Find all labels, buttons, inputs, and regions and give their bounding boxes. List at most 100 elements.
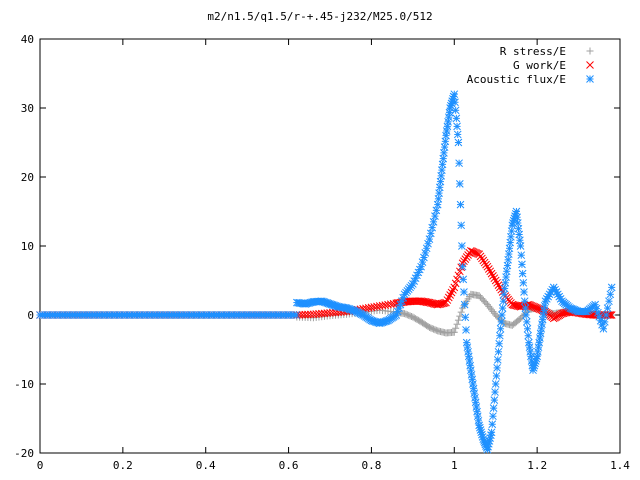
data-point	[496, 331, 504, 340]
data-point	[537, 324, 546, 333]
y-tick-label: -20	[14, 447, 34, 460]
legend-label: Acoustic flux/E	[467, 73, 566, 86]
data-point	[453, 320, 461, 328]
data-point	[516, 242, 525, 250]
series-layer	[36, 90, 616, 454]
data-point	[422, 244, 431, 253]
data-point	[529, 302, 537, 311]
data-point	[487, 431, 495, 440]
data-point	[520, 297, 529, 306]
data-point	[491, 380, 500, 388]
data-point	[440, 148, 448, 157]
x-tick-label: 0.4	[196, 459, 216, 472]
data-point	[495, 339, 504, 348]
data-point	[433, 200, 442, 209]
data-point	[594, 308, 602, 317]
data-point	[514, 224, 523, 233]
data-point	[425, 235, 434, 243]
data-point	[429, 217, 438, 226]
data-point	[489, 404, 498, 413]
data-point	[600, 318, 609, 326]
x-tick-label: 1	[451, 459, 458, 472]
data-point	[487, 269, 496, 278]
data-point	[494, 347, 503, 356]
legend-label: G work/E	[513, 59, 566, 72]
data-point	[471, 398, 480, 407]
data-point	[531, 303, 540, 312]
y-tick-label: 10	[21, 240, 34, 253]
data-point	[493, 278, 501, 287]
x-tick-label: 0	[37, 459, 44, 472]
data-point	[465, 357, 474, 365]
data-point	[526, 301, 535, 310]
data-point	[426, 229, 435, 238]
data-point	[451, 279, 460, 288]
data-point	[460, 288, 468, 296]
data-point	[451, 98, 459, 107]
data-point	[454, 316, 462, 324]
data-point	[487, 428, 496, 437]
data-point	[469, 248, 478, 256]
data-point	[473, 412, 482, 421]
data-point	[442, 127, 451, 135]
data-point	[424, 239, 432, 248]
data-point	[521, 304, 530, 312]
data-point	[607, 311, 616, 319]
data-point	[520, 288, 528, 296]
chart-title: m2/n1.5/q1.5/r-+.45-j232/M25.0/512	[207, 10, 432, 23]
data-point	[421, 249, 430, 257]
data-point	[453, 130, 462, 139]
data-point	[452, 114, 461, 123]
data-point	[444, 293, 453, 302]
data-point	[452, 324, 460, 332]
data-point	[443, 296, 452, 304]
plot-frame	[39, 38, 621, 454]
data-point	[602, 311, 611, 319]
series-acoustic-flux-e	[36, 90, 616, 454]
data-point	[603, 304, 612, 312]
data-point	[517, 251, 526, 260]
y-axis: -20 -10 0 10 20 30 40	[14, 33, 620, 460]
data-point	[454, 271, 463, 280]
data-point	[417, 262, 425, 271]
legend-marker	[586, 61, 594, 69]
data-point	[498, 311, 506, 319]
data-point	[527, 352, 535, 361]
data-point	[457, 308, 465, 316]
data-point	[442, 298, 450, 307]
data-point	[489, 272, 497, 280]
data-point	[607, 283, 616, 292]
data-point	[456, 312, 464, 320]
data-point	[462, 326, 470, 334]
data-point	[491, 388, 499, 396]
data-point	[545, 290, 554, 299]
data-point	[457, 221, 466, 230]
data-point	[420, 253, 428, 262]
data-point	[474, 416, 483, 425]
data-point	[519, 278, 528, 287]
data-point	[524, 331, 533, 340]
data-point	[450, 328, 458, 336]
data-point	[453, 122, 461, 131]
data-point	[450, 283, 459, 292]
data-point	[458, 262, 467, 271]
data-point	[459, 275, 468, 284]
y-tick-label: -10	[14, 378, 34, 391]
data-point	[491, 276, 500, 285]
data-point	[494, 281, 503, 289]
data-point	[522, 318, 531, 326]
x-tick-label: 0.2	[113, 459, 133, 472]
data-point	[457, 263, 466, 272]
data-point	[454, 138, 463, 147]
legend-marker	[586, 75, 594, 83]
data-point	[483, 262, 492, 271]
y-tick-label: 40	[21, 33, 34, 46]
data-point	[456, 200, 465, 209]
data-point	[496, 324, 505, 333]
data-point	[453, 275, 461, 284]
data-point	[493, 355, 502, 364]
data-point	[499, 297, 508, 306]
data-point	[432, 206, 441, 215]
